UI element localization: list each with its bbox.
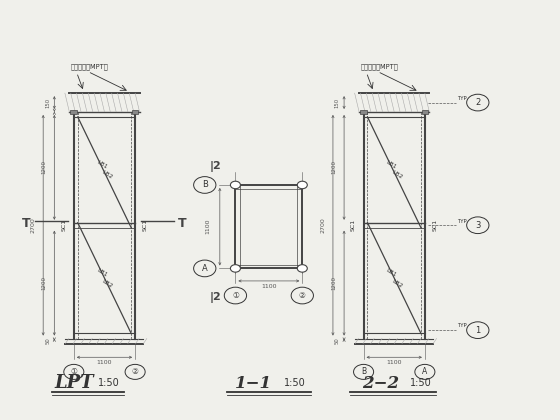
Text: TYP: TYP bbox=[457, 218, 467, 223]
Text: SC1: SC1 bbox=[143, 219, 148, 231]
Text: 50: 50 bbox=[45, 338, 50, 344]
Text: 1100: 1100 bbox=[261, 284, 277, 289]
Circle shape bbox=[230, 181, 240, 189]
Text: LB1: LB1 bbox=[385, 160, 398, 170]
Text: SC1: SC1 bbox=[351, 219, 356, 231]
Text: 1200: 1200 bbox=[42, 276, 47, 290]
Text: LB2: LB2 bbox=[101, 170, 114, 181]
Bar bbox=[71, 110, 77, 114]
Text: ②: ② bbox=[132, 368, 138, 376]
Text: TYP: TYP bbox=[457, 96, 467, 101]
Text: 1100: 1100 bbox=[386, 360, 402, 365]
Text: 2700: 2700 bbox=[31, 218, 36, 233]
Text: 中段立柱（MPT）: 中段立柱（MPT） bbox=[71, 63, 109, 70]
Text: 2−2: 2−2 bbox=[362, 375, 399, 391]
Text: 1200: 1200 bbox=[332, 160, 337, 174]
Text: 50: 50 bbox=[335, 338, 340, 344]
Text: LB2: LB2 bbox=[101, 278, 114, 289]
Text: 1200: 1200 bbox=[332, 276, 337, 290]
Text: 150: 150 bbox=[335, 97, 340, 108]
Text: LB2: LB2 bbox=[391, 278, 403, 289]
Text: SC1: SC1 bbox=[61, 219, 66, 231]
Text: LB1: LB1 bbox=[95, 268, 108, 278]
Circle shape bbox=[230, 265, 240, 272]
Text: |2: |2 bbox=[210, 161, 222, 172]
Bar bbox=[422, 110, 428, 114]
Text: B: B bbox=[361, 368, 366, 376]
Text: LB2: LB2 bbox=[391, 170, 403, 181]
Text: 3: 3 bbox=[475, 221, 480, 230]
Text: ①: ① bbox=[71, 368, 77, 376]
Circle shape bbox=[297, 265, 307, 272]
Text: ②: ② bbox=[299, 291, 306, 300]
Text: SC1: SC1 bbox=[432, 219, 437, 231]
Text: 1200: 1200 bbox=[42, 160, 47, 174]
Text: ①: ① bbox=[232, 291, 239, 300]
Text: B: B bbox=[202, 181, 208, 189]
Text: LB1: LB1 bbox=[385, 268, 398, 278]
Text: LB1: LB1 bbox=[95, 160, 108, 170]
Bar bbox=[132, 110, 138, 114]
Text: 1100: 1100 bbox=[97, 360, 112, 365]
Text: 1: 1 bbox=[475, 326, 480, 335]
Text: 2700: 2700 bbox=[320, 218, 325, 233]
Text: 1:50: 1:50 bbox=[410, 378, 432, 388]
Text: TYP: TYP bbox=[457, 323, 467, 328]
Text: 1:50: 1:50 bbox=[98, 378, 120, 388]
Bar bbox=[360, 110, 367, 114]
Text: A: A bbox=[202, 264, 208, 273]
Text: 1100: 1100 bbox=[205, 219, 210, 234]
Text: T: T bbox=[178, 217, 187, 230]
Text: 1−1: 1−1 bbox=[235, 375, 272, 391]
Text: 150: 150 bbox=[45, 97, 50, 108]
Text: 2: 2 bbox=[475, 98, 480, 107]
Text: LPT: LPT bbox=[54, 374, 94, 392]
Text: |2: |2 bbox=[210, 292, 222, 303]
Text: A: A bbox=[422, 368, 427, 376]
Circle shape bbox=[297, 181, 307, 189]
Text: 中段立柱（MPT）: 中段立柱（MPT） bbox=[361, 63, 399, 70]
Text: T: T bbox=[22, 217, 31, 230]
Text: 1:50: 1:50 bbox=[284, 378, 306, 388]
